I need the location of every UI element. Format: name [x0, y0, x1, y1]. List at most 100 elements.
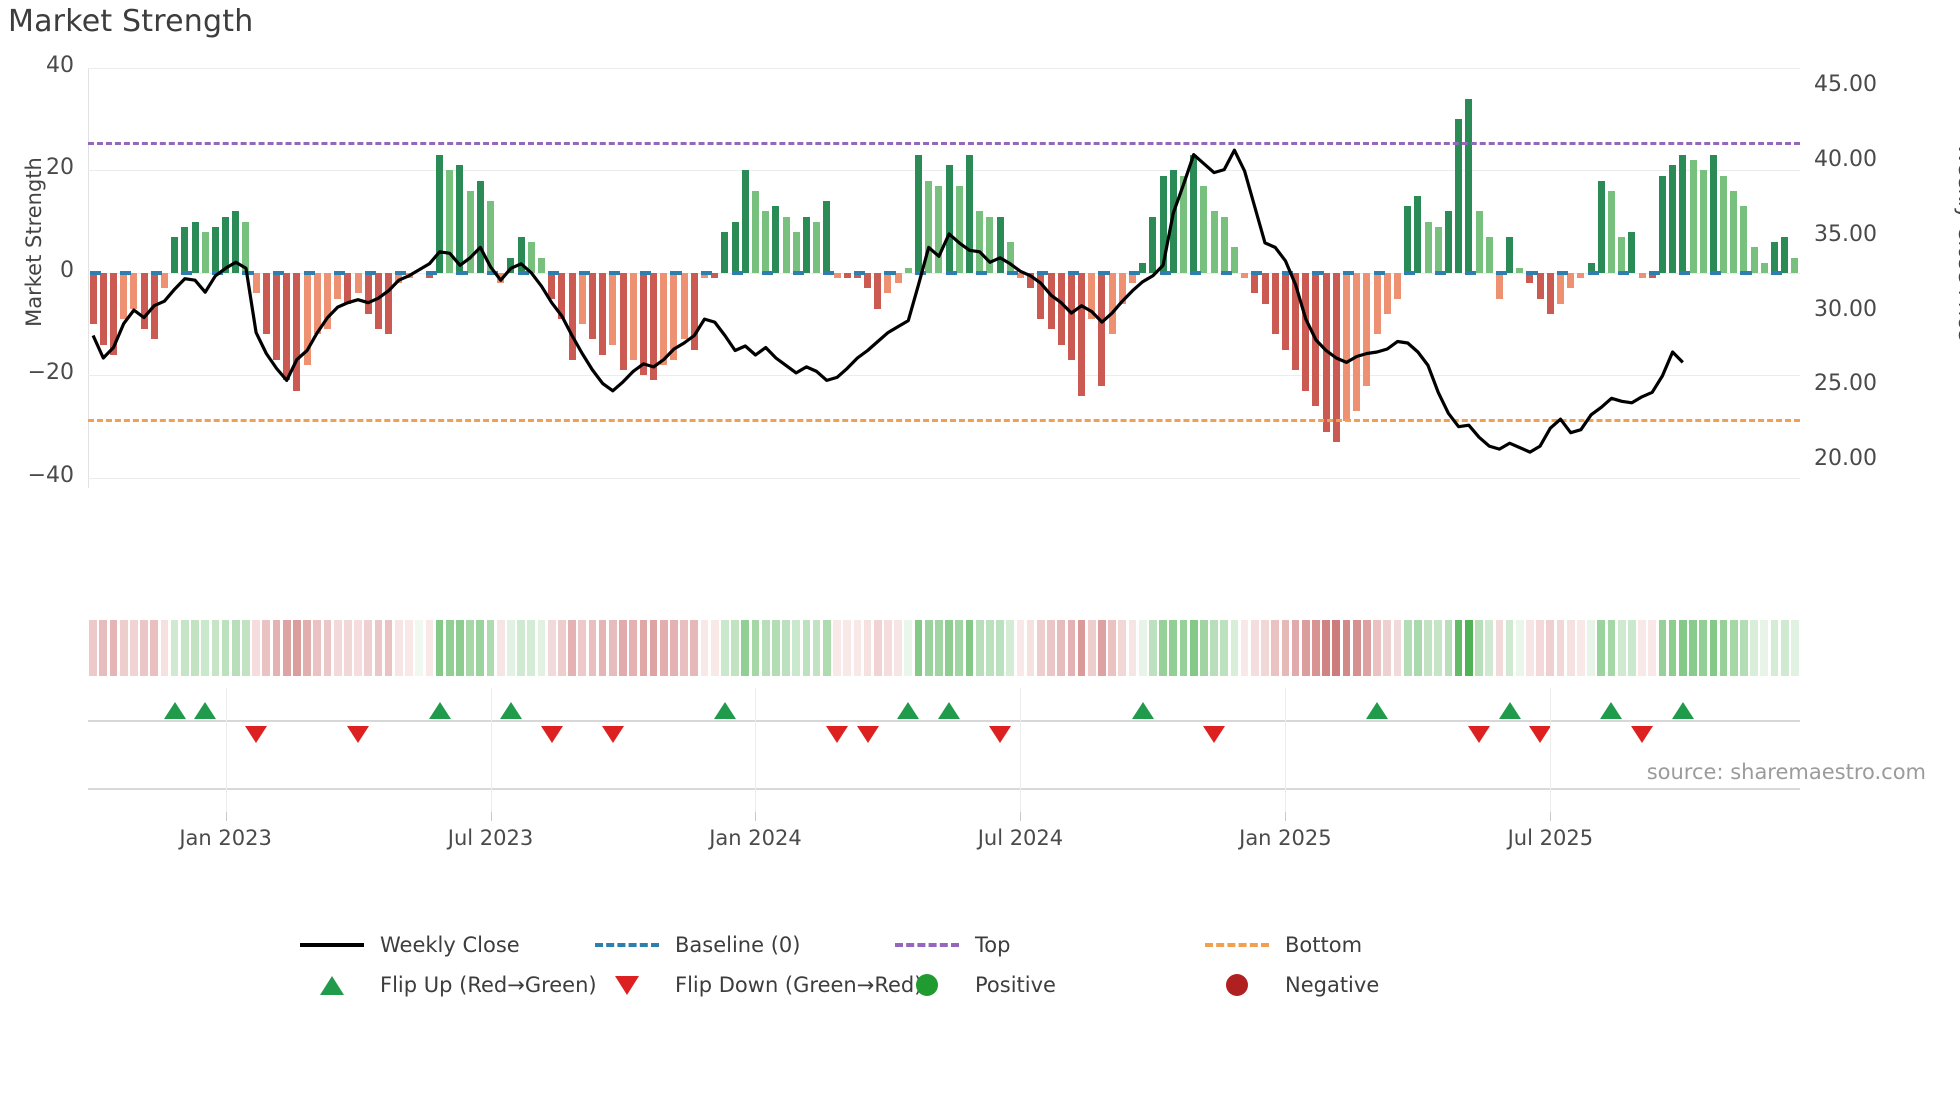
strength-bar — [1434, 226, 1442, 273]
heatmap-cell — [333, 620, 342, 676]
strength-bar — [1067, 272, 1075, 360]
legend-item[interactable]: Baseline (0) — [595, 925, 800, 965]
heatmap-cell — [751, 620, 760, 676]
x-tick-label: Jan 2024 — [709, 826, 802, 850]
y-tick-right: 35.00 — [1814, 221, 1877, 247]
heatmap-cell — [1271, 620, 1280, 676]
heatmap-cell — [1526, 620, 1534, 676]
legend-item[interactable]: Bottom — [1205, 925, 1362, 965]
y-axis-left-label: Market Strength — [22, 157, 46, 327]
strength-bar — [1679, 155, 1687, 273]
baseline-dash — [1618, 270, 1630, 275]
strength-bar — [1791, 257, 1799, 273]
strength-bar — [1149, 216, 1157, 273]
heatmap-cell — [853, 620, 862, 676]
baseline-dash — [1190, 270, 1202, 275]
heatmap-cell — [140, 620, 148, 676]
strength-bar — [242, 221, 250, 273]
strength-bar — [1169, 170, 1177, 273]
heatmap-cell — [1709, 620, 1718, 676]
strength-bar — [222, 216, 230, 273]
baseline-dash — [1098, 270, 1110, 275]
strength-bar — [1404, 206, 1412, 273]
strength-bar — [476, 180, 484, 273]
baseline-dash — [1740, 270, 1752, 275]
strength-bar — [1159, 175, 1167, 273]
legend-item[interactable]: Positive — [895, 965, 1056, 1005]
heatmap-cell — [1199, 620, 1208, 676]
heatmap-cell — [1149, 620, 1157, 676]
x-tick-mark — [1285, 812, 1287, 821]
heatmap-cell — [1087, 620, 1096, 676]
heatmap-cell — [496, 620, 505, 676]
legend-item[interactable]: Flip Up (Red→Green) — [300, 965, 597, 1005]
x-tick-label: Jan 2025 — [1239, 826, 1332, 850]
heatmap-cell — [272, 620, 281, 676]
strength-bar — [894, 272, 902, 284]
strength-bar — [1475, 211, 1483, 273]
strength-bar — [762, 211, 770, 273]
strength-bar — [1750, 247, 1758, 273]
strength-bar — [1230, 247, 1238, 273]
strength-bar — [1658, 175, 1666, 273]
heatmap-cell — [568, 620, 576, 676]
flip-down-marker-icon — [989, 726, 1012, 743]
heatmap-cell — [1220, 620, 1229, 676]
heatmap-cell — [649, 620, 658, 676]
strength-bar — [1709, 155, 1717, 273]
heatmap-cell — [1791, 620, 1799, 676]
legend-item-label: Bottom — [1285, 933, 1363, 957]
heatmap-cell — [1577, 620, 1585, 676]
strength-bar — [1241, 272, 1249, 278]
heatmap-cell — [1760, 620, 1769, 676]
y-axis-spine — [88, 68, 89, 488]
heatmap-cell — [721, 620, 729, 676]
heatmap-cell — [1281, 620, 1290, 676]
heatmap-cell — [1057, 620, 1066, 676]
legend-item[interactable]: Negative — [1205, 965, 1379, 1005]
baseline-dash — [1373, 270, 1385, 275]
heatmap-cell — [1118, 620, 1127, 676]
legend-item[interactable]: Weekly Close — [300, 925, 520, 965]
heatmap-cell — [323, 620, 332, 676]
vertical-rule — [755, 688, 757, 812]
flip-down-marker-icon — [601, 726, 624, 743]
legend-item-label: Positive — [975, 973, 1056, 997]
heatmap-cell — [1627, 620, 1636, 676]
legend-dot-icon — [1205, 974, 1269, 996]
heatmap-cell — [1393, 620, 1402, 676]
heatmap-cell — [1108, 620, 1116, 676]
strength-bar — [1098, 272, 1106, 386]
vertical-rule — [1550, 688, 1552, 812]
legend-item[interactable]: Flip Down (Green→Red) — [595, 965, 922, 1005]
legend-item[interactable]: Top — [895, 925, 1010, 965]
baseline-dash — [1709, 270, 1722, 275]
strength-bar — [670, 272, 678, 360]
heatmap-cell — [1403, 620, 1412, 676]
baseline-dash — [945, 270, 957, 275]
triangle-up-icon — [300, 975, 364, 995]
strength-bar — [1343, 272, 1351, 422]
y-tick-right: 45.00 — [1814, 72, 1877, 98]
strength-bar — [334, 272, 342, 299]
legend-item-label: Flip Up (Red→Green) — [380, 973, 597, 997]
x-tick-mark — [490, 812, 492, 821]
heatmap-cell — [374, 620, 383, 676]
x-tick-mark — [1020, 812, 1022, 821]
heatmap-cell — [384, 620, 393, 676]
heatmap-cell — [150, 620, 159, 676]
heatmap-cell — [313, 620, 322, 676]
strength-bar — [395, 272, 403, 284]
heatmap-cell — [1342, 620, 1351, 676]
heatmap-cell — [1189, 620, 1198, 676]
baseline-dash — [425, 270, 438, 275]
x-tick-mark — [755, 812, 757, 821]
heatmap-cell — [619, 620, 627, 676]
strength-bar — [456, 165, 464, 273]
strength-bar — [537, 257, 545, 273]
strength-bar — [792, 231, 800, 273]
baseline-dash — [395, 270, 407, 275]
heatmap-cell — [1047, 620, 1055, 676]
strength-bar — [1444, 211, 1452, 273]
heatmap-cell — [486, 620, 495, 676]
